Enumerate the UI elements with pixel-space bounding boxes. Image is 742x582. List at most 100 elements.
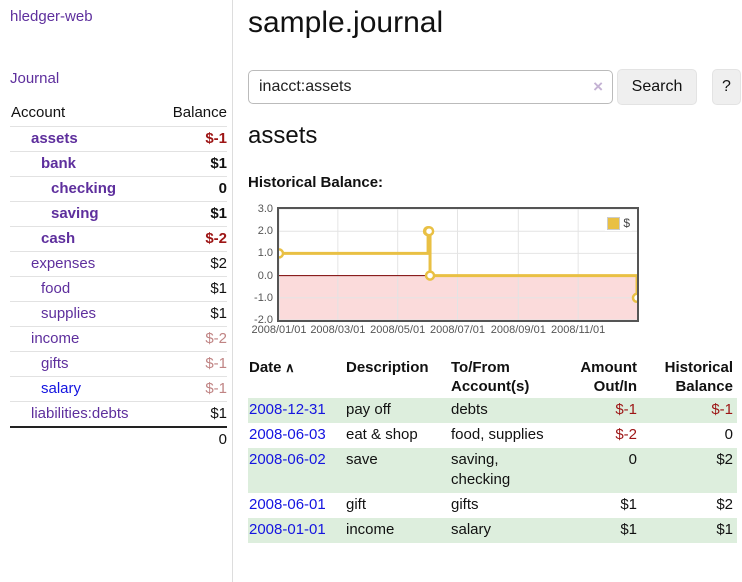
search-input[interactable] — [259, 71, 589, 103]
transaction-date-link[interactable]: 2008-01-01 — [249, 521, 326, 538]
transaction-amount: $-1 — [557, 398, 641, 423]
transaction-description: gift — [346, 496, 367, 513]
transaction-description: income — [345, 518, 450, 543]
help-button[interactable]: ? — [712, 69, 741, 105]
clear-search-icon[interactable]: × — [593, 77, 603, 96]
account-row: liabilities:debts $1 — [10, 401, 227, 427]
y-axis-tick-label: 1.0 — [257, 247, 273, 260]
transaction-accounts: debts — [450, 398, 557, 423]
account-link-bank[interactable]: bank — [41, 155, 77, 172]
register-row: 2008-06-02 save saving, checking 0 $2 — [248, 448, 737, 493]
transaction-balance: $1 — [641, 518, 737, 543]
account-link-assets[interactable]: assets — [31, 130, 78, 147]
transaction-amount: $1 — [557, 518, 641, 543]
transaction-accounts: saving, checking — [450, 448, 557, 493]
x-axis-tick-label: 2008/01/01 — [251, 324, 307, 336]
x-axis-tick-label: 2008/11/01 — [551, 324, 606, 336]
register-row: 2008-01-01 income salary $1 $1 — [248, 518, 737, 543]
x-axis-tick-label: 2008/03/01 — [310, 324, 366, 336]
sort-ascending-icon: ∧ — [281, 360, 295, 375]
account-link-liabilities-debts[interactable]: liabilities:debts — [31, 405, 129, 422]
search-button[interactable]: Search — [617, 69, 697, 105]
y-axis-tick-label: -1.0 — [254, 291, 273, 304]
main-content: sample.journal × Search ? assets Histori… — [248, 0, 742, 543]
x-axis-tick-label: 2008/09/01 — [490, 324, 546, 336]
chart-plot-area: $ — [277, 207, 639, 322]
x-axis-tick-label: 2008/07/01 — [429, 324, 486, 336]
register-header-historical-balance: Historical Balance — [641, 356, 737, 398]
account-link-expenses[interactable]: expenses — [31, 255, 96, 272]
account-row: cash $-2 — [10, 226, 227, 252]
account-row: assets $-1 — [10, 126, 227, 152]
y-axis-tick-label: 3.0 — [257, 203, 273, 215]
transaction-description: eat & shop — [346, 426, 418, 443]
account-balance: $1 — [158, 201, 227, 227]
app-title-link[interactable]: hledger-web — [10, 8, 93, 25]
accounts-total-value: 0 — [158, 426, 227, 452]
transaction-amount: $1 — [620, 496, 637, 513]
search-form: × Search ? — [248, 69, 742, 105]
accounts-header-balance: Balance — [172, 104, 227, 121]
transaction-date-link[interactable]: 2008-06-01 — [249, 496, 326, 513]
account-row: supplies $1 — [10, 301, 227, 327]
transaction-amount: $-2 — [615, 426, 637, 443]
account-link-gifts[interactable]: gifts — [41, 355, 69, 372]
chart-legend: $ — [605, 215, 632, 231]
legend-swatch — [607, 216, 621, 230]
account-row: checking 0 — [10, 176, 227, 202]
account-balance: $1 — [158, 401, 227, 427]
register-row: 2008-12-31 pay off debts $-1 $-1 — [248, 398, 737, 423]
transaction-balance: 0 — [724, 426, 733, 443]
chart-title: Historical Balance: — [248, 174, 384, 191]
transaction-date-link[interactable]: 2008-12-31 — [249, 401, 326, 418]
transaction-accounts: food, supplies — [451, 426, 544, 443]
account-row: expenses $2 — [10, 251, 227, 277]
account-link-checking[interactable]: checking — [51, 180, 117, 197]
account-balance: $-1 — [158, 126, 227, 152]
account-link-supplies[interactable]: supplies — [41, 305, 97, 322]
x-axis-tick-label: 2008/05/01 — [370, 324, 426, 336]
account-balance: $-1 — [158, 376, 227, 402]
account-link-salary[interactable]: salary — [41, 380, 82, 397]
account-link-saving[interactable]: saving — [51, 205, 99, 222]
account-row: saving $1 — [10, 201, 227, 227]
transaction-description: pay off — [345, 398, 450, 423]
y-axis-tick-label: -2.0 — [254, 314, 273, 326]
register-header-date[interactable]: Date ∧ — [248, 356, 345, 398]
account-row: bank $1 — [10, 151, 227, 177]
account-balance: $-2 — [158, 226, 227, 252]
register-header-label: To/From Account(s) — [451, 359, 530, 395]
transaction-date-link[interactable]: 2008-06-02 — [249, 451, 326, 468]
account-link-food[interactable]: food — [41, 280, 71, 297]
account-link-cash[interactable]: cash — [41, 230, 76, 247]
transaction-balance: $-1 — [641, 398, 737, 423]
account-row: gifts $-1 — [10, 351, 227, 377]
account-link-income[interactable]: income — [31, 330, 80, 347]
register-row: 2008-06-01 gift gifts $1 $2 — [248, 493, 737, 518]
account-row: income $-2 — [10, 326, 227, 352]
sidebar-item-journal[interactable]: Journal — [10, 70, 60, 87]
search-box: × — [248, 70, 613, 104]
legend-label: $ — [623, 216, 630, 230]
transaction-balance: $2 — [641, 448, 737, 493]
transaction-description: save — [345, 448, 450, 493]
accounts-table: Account Balance assets $-1 bank $1 checking 0… — [10, 100, 227, 452]
register-table: Date ∧ Description To/From Account(s) Amoun… — [248, 356, 737, 543]
register-header-amount-out-in: Amount Out/In — [557, 356, 641, 398]
transaction-balance: $2 — [716, 496, 733, 513]
transaction-date-link[interactable]: 2008-06-03 — [249, 426, 326, 443]
account-heading: assets — [248, 122, 318, 149]
register-header-label: Historical Balance — [664, 359, 733, 395]
account-balance: 0 — [158, 176, 227, 202]
account-balance: $1 — [158, 276, 227, 302]
account-balance: $1 — [158, 151, 227, 177]
accounts-total-row: 0 — [10, 426, 227, 452]
register-header-to-from-account-s-: To/From Account(s) — [450, 356, 557, 398]
sidebar: hledger-web Journal Account Balance asse… — [0, 0, 233, 582]
account-balance: $-1 — [158, 351, 227, 377]
register-row: 2008-06-03 eat & shop food, supplies $-2 0 — [248, 423, 737, 448]
account-balance: $-2 — [158, 326, 227, 352]
y-axis-tick-label: 2.0 — [257, 225, 273, 238]
historical-balance-chart: $3.0 2.0 1.0 0.0 -1.0 -2.0 2008/01/01 2008/03/0… — [243, 200, 643, 340]
transaction-accounts: salary — [450, 518, 557, 543]
